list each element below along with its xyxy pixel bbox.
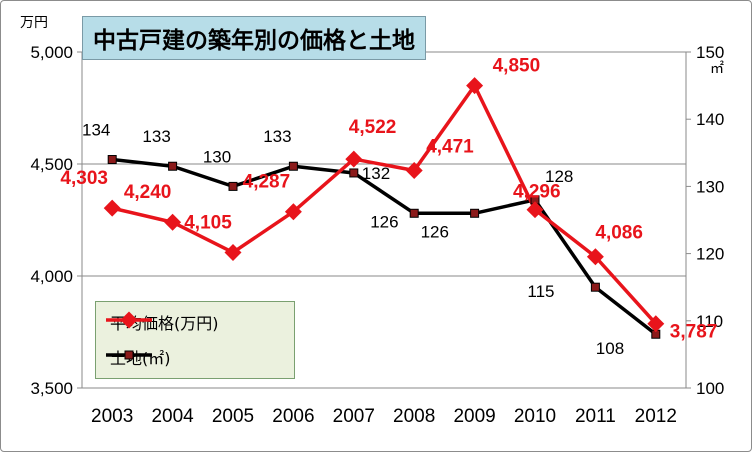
price-data-label: 3,787 [670,322,718,343]
right-tick-label: 150 [696,43,724,62]
price-point [103,199,121,217]
land-point [409,208,419,218]
left-tick-label: 4,500 [30,155,73,174]
price-point [164,213,182,231]
x-tick-label: 2011 [575,406,616,427]
price-point [586,248,604,266]
legend-item-price: 平均価格(万円) [104,310,219,334]
price-data-label: 4,522 [349,117,397,138]
price-point [224,243,242,261]
legend: 平均価格(万円) 土地(㎡) [95,301,295,379]
legend-item-land: 土地(㎡) [104,345,171,369]
x-tick-label: 2007 [333,406,375,427]
x-tick-label: 2004 [151,406,194,427]
price-point [345,150,363,168]
land-data-label: 132 [362,164,390,183]
land-point [107,155,117,165]
x-tick-label: 2010 [514,406,556,427]
right-tick-label: 110 [696,312,723,331]
price-data-label: 4,086 [595,223,643,244]
land-data-label: 134 [82,121,110,140]
land-data-label: 126 [421,222,449,241]
land-data-label: 108 [596,339,624,358]
x-tick-label: 2005 [212,406,254,427]
left-tick-label: 4,000 [30,267,73,286]
right-axis-unit: ㎡ [710,61,724,77]
land-data-label: 126 [370,212,398,231]
x-tick-label: 2006 [272,406,314,427]
series-line-land [112,157,657,336]
land-point [288,161,298,171]
right-tick-label: 140 [696,110,724,129]
price-point [466,77,484,95]
price-data-label: 4,240 [124,182,172,203]
chart-title-box: 中古戸建の築年別の価格と土地 [82,16,426,60]
right-tick-label: 120 [696,245,724,264]
series-line-price [111,83,658,325]
land-data-label: 115 [527,282,554,301]
price-data-label: 4,287 [243,172,291,193]
price-point [405,162,423,179]
right-tick-label: 100 [696,379,724,398]
price-point [526,201,544,219]
legend-swatch-price [106,311,152,329]
x-tick-label: 2012 [635,406,677,427]
land-point [470,208,480,218]
land-point [168,161,178,171]
x-tick-label: 2003 [91,406,133,427]
left-tick-label: 3,500 [30,379,73,398]
right-tick-label: 130 [696,177,724,196]
x-tick-label: 2008 [393,406,435,427]
land-data-label: 130 [203,147,231,166]
x-tick-label: 2009 [453,406,495,427]
price-point [647,315,665,333]
left-axis-unit: 万円 [20,15,48,31]
land-data-label: 133 [142,127,170,146]
legend-swatch-land [106,350,152,360]
land-point [349,168,359,178]
chart-title: 中古戸建の築年別の価格と土地 [93,28,415,54]
land-data-label: 133 [263,127,291,146]
price-point [284,203,302,221]
price-data-label: 4,471 [426,136,474,157]
price-data-label: 4,296 [513,182,561,203]
land-data-label: 128 [545,167,573,186]
price-data-label: 4,105 [184,212,232,233]
left-tick-label: 5,000 [30,43,73,62]
land-point [590,282,600,292]
price-data-label: 4,850 [493,56,541,77]
price-data-label: 4,303 [60,168,108,189]
land-point [228,181,238,191]
